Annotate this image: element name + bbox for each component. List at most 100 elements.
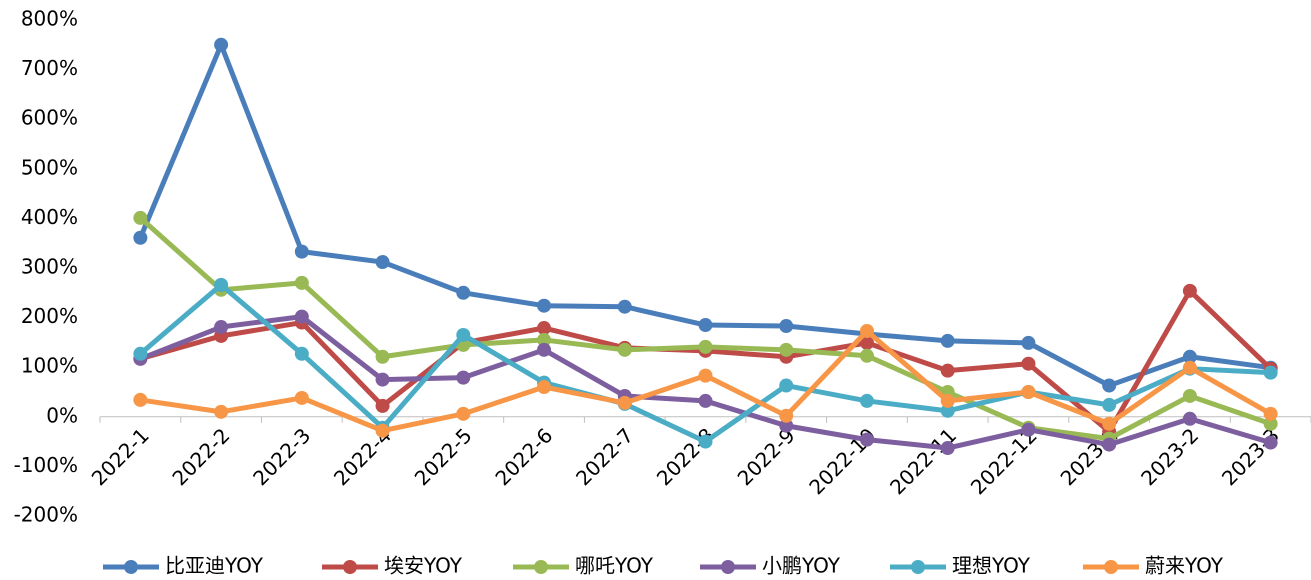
point [375, 423, 390, 438]
legend-label: 蔚来YOY [1145, 554, 1224, 578]
point [698, 368, 713, 383]
point [1263, 406, 1278, 421]
y-tick-label: 300% [21, 255, 78, 279]
point [1182, 411, 1197, 426]
point [537, 342, 552, 357]
point [859, 393, 874, 408]
x-tick-label: 2022-5 [410, 423, 477, 490]
point [1182, 360, 1197, 375]
point [1263, 416, 1278, 431]
point [294, 275, 309, 290]
legend-marker [721, 560, 735, 574]
point [294, 309, 309, 324]
point [375, 255, 390, 270]
point [1263, 435, 1278, 450]
x-tick-label: 2022-7 [571, 423, 638, 490]
point [698, 318, 713, 333]
point [1021, 335, 1036, 350]
point [940, 363, 955, 378]
point [859, 323, 874, 338]
point [779, 319, 794, 334]
point [1021, 422, 1036, 437]
x-tick-label: 2022-6 [490, 423, 557, 490]
point [537, 380, 552, 395]
legend-label: 理想YOY [952, 554, 1031, 578]
y-tick-label: 100% [21, 354, 78, 378]
legend-marker [1104, 560, 1118, 574]
point [214, 404, 229, 419]
point [133, 210, 148, 225]
point [1102, 416, 1117, 431]
legend-marker [343, 560, 357, 574]
x-tick-label: 2022-11 [885, 423, 961, 499]
point [294, 346, 309, 361]
point [456, 285, 471, 300]
point [1021, 356, 1036, 371]
point [214, 320, 229, 335]
y-tick-label: 0% [46, 403, 78, 427]
point [1021, 385, 1036, 399]
y-tick-label: -200% [14, 503, 78, 527]
point [779, 378, 794, 393]
y-tick-label: 800% [21, 7, 78, 31]
point [617, 395, 632, 410]
legend-label: 埃安YOY [384, 554, 463, 578]
x-tick-label: 2022-2 [167, 423, 234, 490]
y-tick-label: 500% [21, 155, 78, 179]
point [456, 406, 471, 421]
point [133, 346, 148, 361]
point [456, 327, 471, 342]
legend-marker [911, 560, 925, 574]
point [859, 432, 874, 447]
point [537, 298, 552, 313]
legend-label: 比亚迪YOY [165, 554, 264, 578]
point [1102, 437, 1117, 452]
point [779, 342, 794, 357]
point [940, 333, 955, 348]
x-tick-label: 2022-9 [733, 423, 800, 490]
point [940, 441, 955, 456]
point [1182, 283, 1197, 298]
point [456, 370, 471, 385]
point [859, 348, 874, 363]
point [698, 339, 713, 354]
point [617, 342, 632, 357]
point [1263, 365, 1278, 380]
point [940, 403, 955, 418]
x-tick-label: 2023-3 [1217, 423, 1284, 490]
point [375, 372, 390, 387]
point [133, 392, 148, 407]
point [214, 277, 229, 292]
y-tick-label: -100% [14, 453, 78, 477]
y-tick-label: 200% [21, 304, 78, 328]
point [859, 335, 874, 350]
point [375, 398, 390, 413]
point [537, 321, 552, 336]
x-tick-label: 2022-1 [87, 423, 154, 490]
point [617, 299, 632, 314]
point [779, 418, 794, 433]
point [1182, 349, 1197, 364]
point [133, 230, 148, 245]
point [214, 37, 229, 52]
point [940, 393, 955, 408]
point [375, 349, 390, 364]
point [779, 408, 794, 423]
point [294, 390, 309, 405]
legend-label: 哪吒YOY [575, 554, 654, 578]
y-tick-label: 400% [21, 205, 78, 229]
legend-label: 小鹏YOY [762, 554, 841, 578]
point [1102, 378, 1117, 393]
point [294, 244, 309, 259]
legend-marker [534, 560, 548, 574]
point [698, 393, 713, 408]
x-tick-label: 2022-3 [248, 423, 315, 490]
point [537, 332, 552, 347]
legend-marker [124, 560, 138, 574]
y-tick-label: 700% [21, 56, 78, 80]
point [1102, 397, 1117, 412]
y-tick-label: 600% [21, 106, 78, 130]
point [698, 434, 713, 449]
point [1182, 388, 1197, 403]
